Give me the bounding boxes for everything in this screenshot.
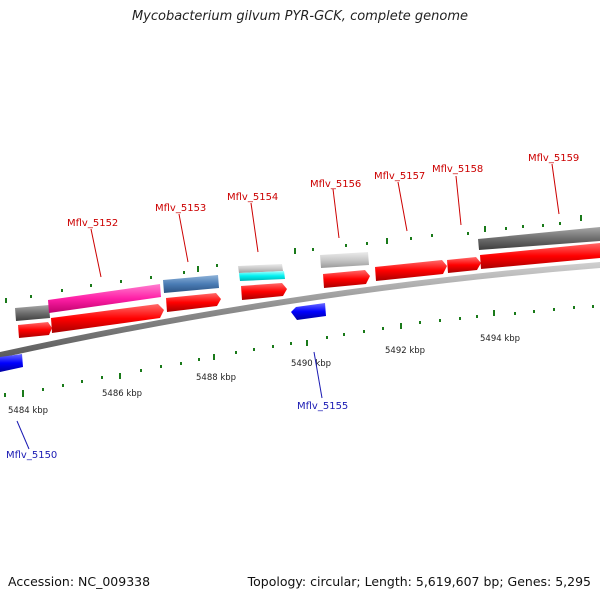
cog-block	[320, 252, 369, 268]
cog-block	[48, 284, 161, 313]
kbp-label: 5488 kbp	[196, 373, 236, 383]
cds-arrow-forward	[18, 322, 52, 338]
kbp-label: 5492 kbp	[385, 346, 425, 356]
gene-label-mflv-5159[interactable]: Mflv_5159	[528, 153, 579, 164]
cds-arrow-reverse	[0, 354, 23, 372]
accession-text: Accession: NC_009338	[8, 574, 151, 589]
gene-label-mflv-5153[interactable]: Mflv_5153	[155, 203, 206, 214]
cds-arrow-forward	[375, 260, 447, 281]
gene-label-mflv-5158[interactable]: Mflv_5158	[432, 164, 483, 175]
gene-label-mflv-5154[interactable]: Mflv_5154	[227, 192, 278, 203]
kbp-label: 5490 kbp	[291, 359, 331, 369]
gene-label-mflv-5150[interactable]: Mflv_5150	[6, 450, 57, 461]
topology-text: Topology: circular; Length: 5,619,607 bp…	[247, 574, 591, 589]
cog-block	[238, 264, 283, 273]
cds-arrow-forward	[323, 270, 370, 288]
gene-label-mflv-5156[interactable]: Mflv_5156	[310, 179, 361, 190]
cds-arrow-forward	[480, 243, 600, 269]
gene-label-mflv-5157[interactable]: Mflv_5157	[374, 171, 425, 182]
cog-block	[15, 305, 50, 321]
genome-backbone	[0, 262, 600, 358]
cds-arrow-forward	[241, 283, 287, 300]
gene-label-mflv-5155[interactable]: Mflv_5155	[297, 401, 348, 412]
cds-arrow-forward	[166, 293, 221, 312]
inner-scale-ticks	[4, 305, 594, 397]
cds-arrow-forward	[51, 304, 164, 333]
cog-feature-track	[15, 227, 600, 321]
cds-arrow-reverse	[291, 303, 326, 320]
cds-arrow-forward	[447, 257, 481, 273]
gene-label-mflv-5152[interactable]: Mflv_5152	[67, 218, 118, 229]
outer-scale-ticks	[5, 215, 582, 303]
map-title: Mycobacterium gilvum PYR-GCK, complete g…	[131, 9, 469, 24]
cog-block	[239, 271, 285, 281]
cog-block	[163, 275, 219, 293]
cog-block	[478, 227, 600, 250]
kbp-label: 5486 kbp	[102, 389, 142, 399]
forward-cds-track	[18, 243, 600, 338]
kbp-label: 5484 kbp	[8, 406, 48, 416]
gene-label-leaders	[16, 163, 560, 450]
kbp-label: 5494 kbp	[480, 334, 520, 344]
reverse-cds-track	[0, 303, 326, 372]
